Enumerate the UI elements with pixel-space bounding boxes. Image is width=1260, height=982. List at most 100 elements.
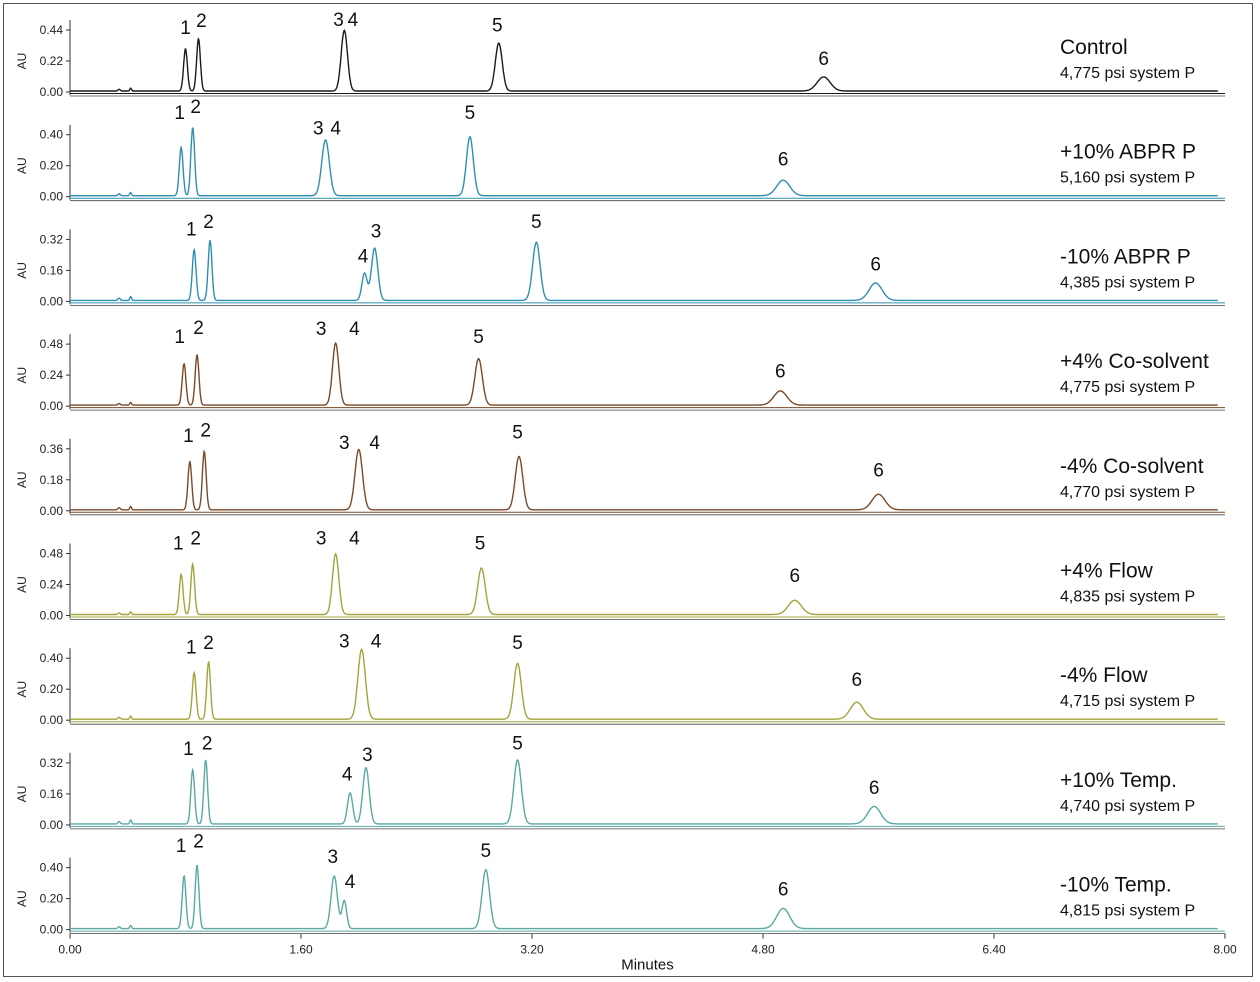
condition-label: +4% Flow (1060, 560, 1154, 583)
peak-label: 6 (789, 566, 800, 587)
peak-label: 2 (193, 831, 204, 852)
peak-label: 1 (186, 220, 197, 241)
peak-label: 6 (873, 460, 884, 481)
pressure-label: 4,775 psi system P (1060, 65, 1195, 82)
x-tick-label: 3.20 (520, 943, 544, 957)
peak-label: 4 (330, 119, 341, 140)
peak-label: 1 (183, 426, 194, 447)
y-tick-label: 0.16 (40, 787, 64, 801)
condition-label: -4% Flow (1060, 664, 1148, 687)
y-tick-label: 0.40 (40, 651, 64, 665)
peak-label: 3 (362, 745, 373, 766)
peak-label: 4 (371, 631, 382, 652)
peak-label: 2 (203, 633, 214, 654)
condition-label: Control (1060, 36, 1128, 59)
peak-label: 3 (339, 433, 350, 454)
pressure-label: 4,775 psi system P (1060, 379, 1195, 396)
peak-label: 4 (349, 319, 360, 340)
peak-label: 6 (778, 150, 789, 171)
y-tick-label: 0.32 (40, 756, 64, 770)
peak-label: 5 (465, 103, 476, 124)
y-tick-label: 0.40 (40, 861, 64, 875)
x-tick-label: 4.80 (751, 943, 775, 957)
peak-label: 4 (358, 247, 369, 268)
condition-label: +10% ABPR P (1060, 141, 1196, 164)
peak-label: 1 (183, 739, 194, 760)
y-tick-label: 0.16 (40, 263, 64, 277)
peak-label: 2 (196, 11, 207, 32)
y-tick-label: 0.48 (40, 337, 64, 351)
peak-label: 4 (342, 764, 353, 785)
y-tick-label: 0.00 (40, 504, 64, 518)
pressure-label: 4,770 psi system P (1060, 484, 1195, 501)
peak-label: 5 (512, 633, 523, 654)
y-axis-label: AU (15, 786, 29, 803)
peak-label: 1 (180, 18, 191, 39)
signal-trace (70, 29, 1218, 92)
peak-label: 3 (327, 847, 338, 868)
y-tick-label: 0.20 (40, 682, 64, 696)
signal-trace (70, 864, 1218, 930)
signal-trace (70, 127, 1218, 197)
peak-label: 6 (852, 670, 863, 691)
y-tick-label: 0.24 (40, 368, 64, 382)
y-axis-label: AU (15, 576, 29, 593)
peak-label: 3 (333, 10, 344, 31)
y-axis-label: AU (15, 367, 29, 384)
signal-trace (70, 239, 1218, 302)
peak-label: 1 (186, 638, 197, 659)
peak-label: 5 (512, 422, 523, 443)
y-tick-label: 0.32 (40, 232, 64, 246)
peak-label: 5 (481, 841, 492, 862)
y-axis-label: AU (15, 262, 29, 279)
y-axis-label: AU (15, 471, 29, 488)
y-tick-label: 0.00 (40, 190, 64, 204)
signal-trace (70, 648, 1218, 720)
peak-label: 6 (870, 254, 881, 275)
condition-label: -10% Temp. (1060, 874, 1172, 897)
y-tick-label: 0.00 (40, 923, 64, 937)
y-axis-label: AU (15, 53, 29, 70)
y-tick-label: 0.18 (40, 473, 64, 487)
peak-label: 4 (348, 10, 359, 31)
peak-label: 3 (313, 119, 324, 140)
y-tick-label: 0.00 (40, 818, 64, 832)
signal-trace (70, 759, 1218, 825)
y-tick-label: 0.00 (40, 609, 64, 623)
peak-label: 5 (492, 15, 503, 36)
peak-label: 6 (869, 778, 880, 799)
pressure-label: 4,740 psi system P (1060, 798, 1195, 815)
peak-label: 2 (202, 733, 213, 754)
x-axis-label: Minutes (621, 957, 674, 974)
peak-label: 5 (473, 327, 484, 348)
peak-label: 2 (190, 528, 201, 549)
peak-label: 4 (369, 433, 380, 454)
y-tick-label: 0.20 (40, 159, 64, 173)
peak-label: 5 (475, 534, 486, 555)
signal-trace (70, 552, 1218, 616)
y-tick-label: 0.00 (40, 294, 64, 308)
condition-label: +10% Temp. (1060, 769, 1177, 792)
y-tick-label: 0.48 (40, 547, 64, 561)
peak-label: 3 (339, 631, 350, 652)
y-tick-label: 0.00 (40, 713, 64, 727)
peak-label: 1 (176, 836, 187, 857)
peak-label: 3 (371, 221, 382, 242)
peak-label: 1 (173, 534, 184, 555)
peak-label: 6 (818, 49, 829, 70)
x-tick-label: 8.00 (1213, 943, 1237, 957)
chromatogram-figure: 0.00 0.22 0.44 AU 1 2 3 4 5 6 Control 4,775 psi sys… (3, 3, 1253, 977)
x-tick-label: 6.40 (982, 943, 1006, 957)
y-axis-label: AU (15, 890, 29, 907)
condition-label: -4% Co-solvent (1060, 455, 1204, 478)
peak-label: 4 (345, 872, 356, 893)
peak-label: 2 (190, 97, 201, 118)
y-tick-label: 0.36 (40, 442, 64, 456)
pressure-label: 5,160 psi system P (1060, 170, 1195, 187)
peak-label: 1 (174, 103, 185, 124)
peak-label: 2 (193, 318, 204, 339)
peak-label: 2 (203, 212, 214, 233)
peak-label: 3 (316, 528, 327, 549)
signal-trace (70, 341, 1218, 406)
x-tick-label: 1.60 (289, 943, 313, 957)
